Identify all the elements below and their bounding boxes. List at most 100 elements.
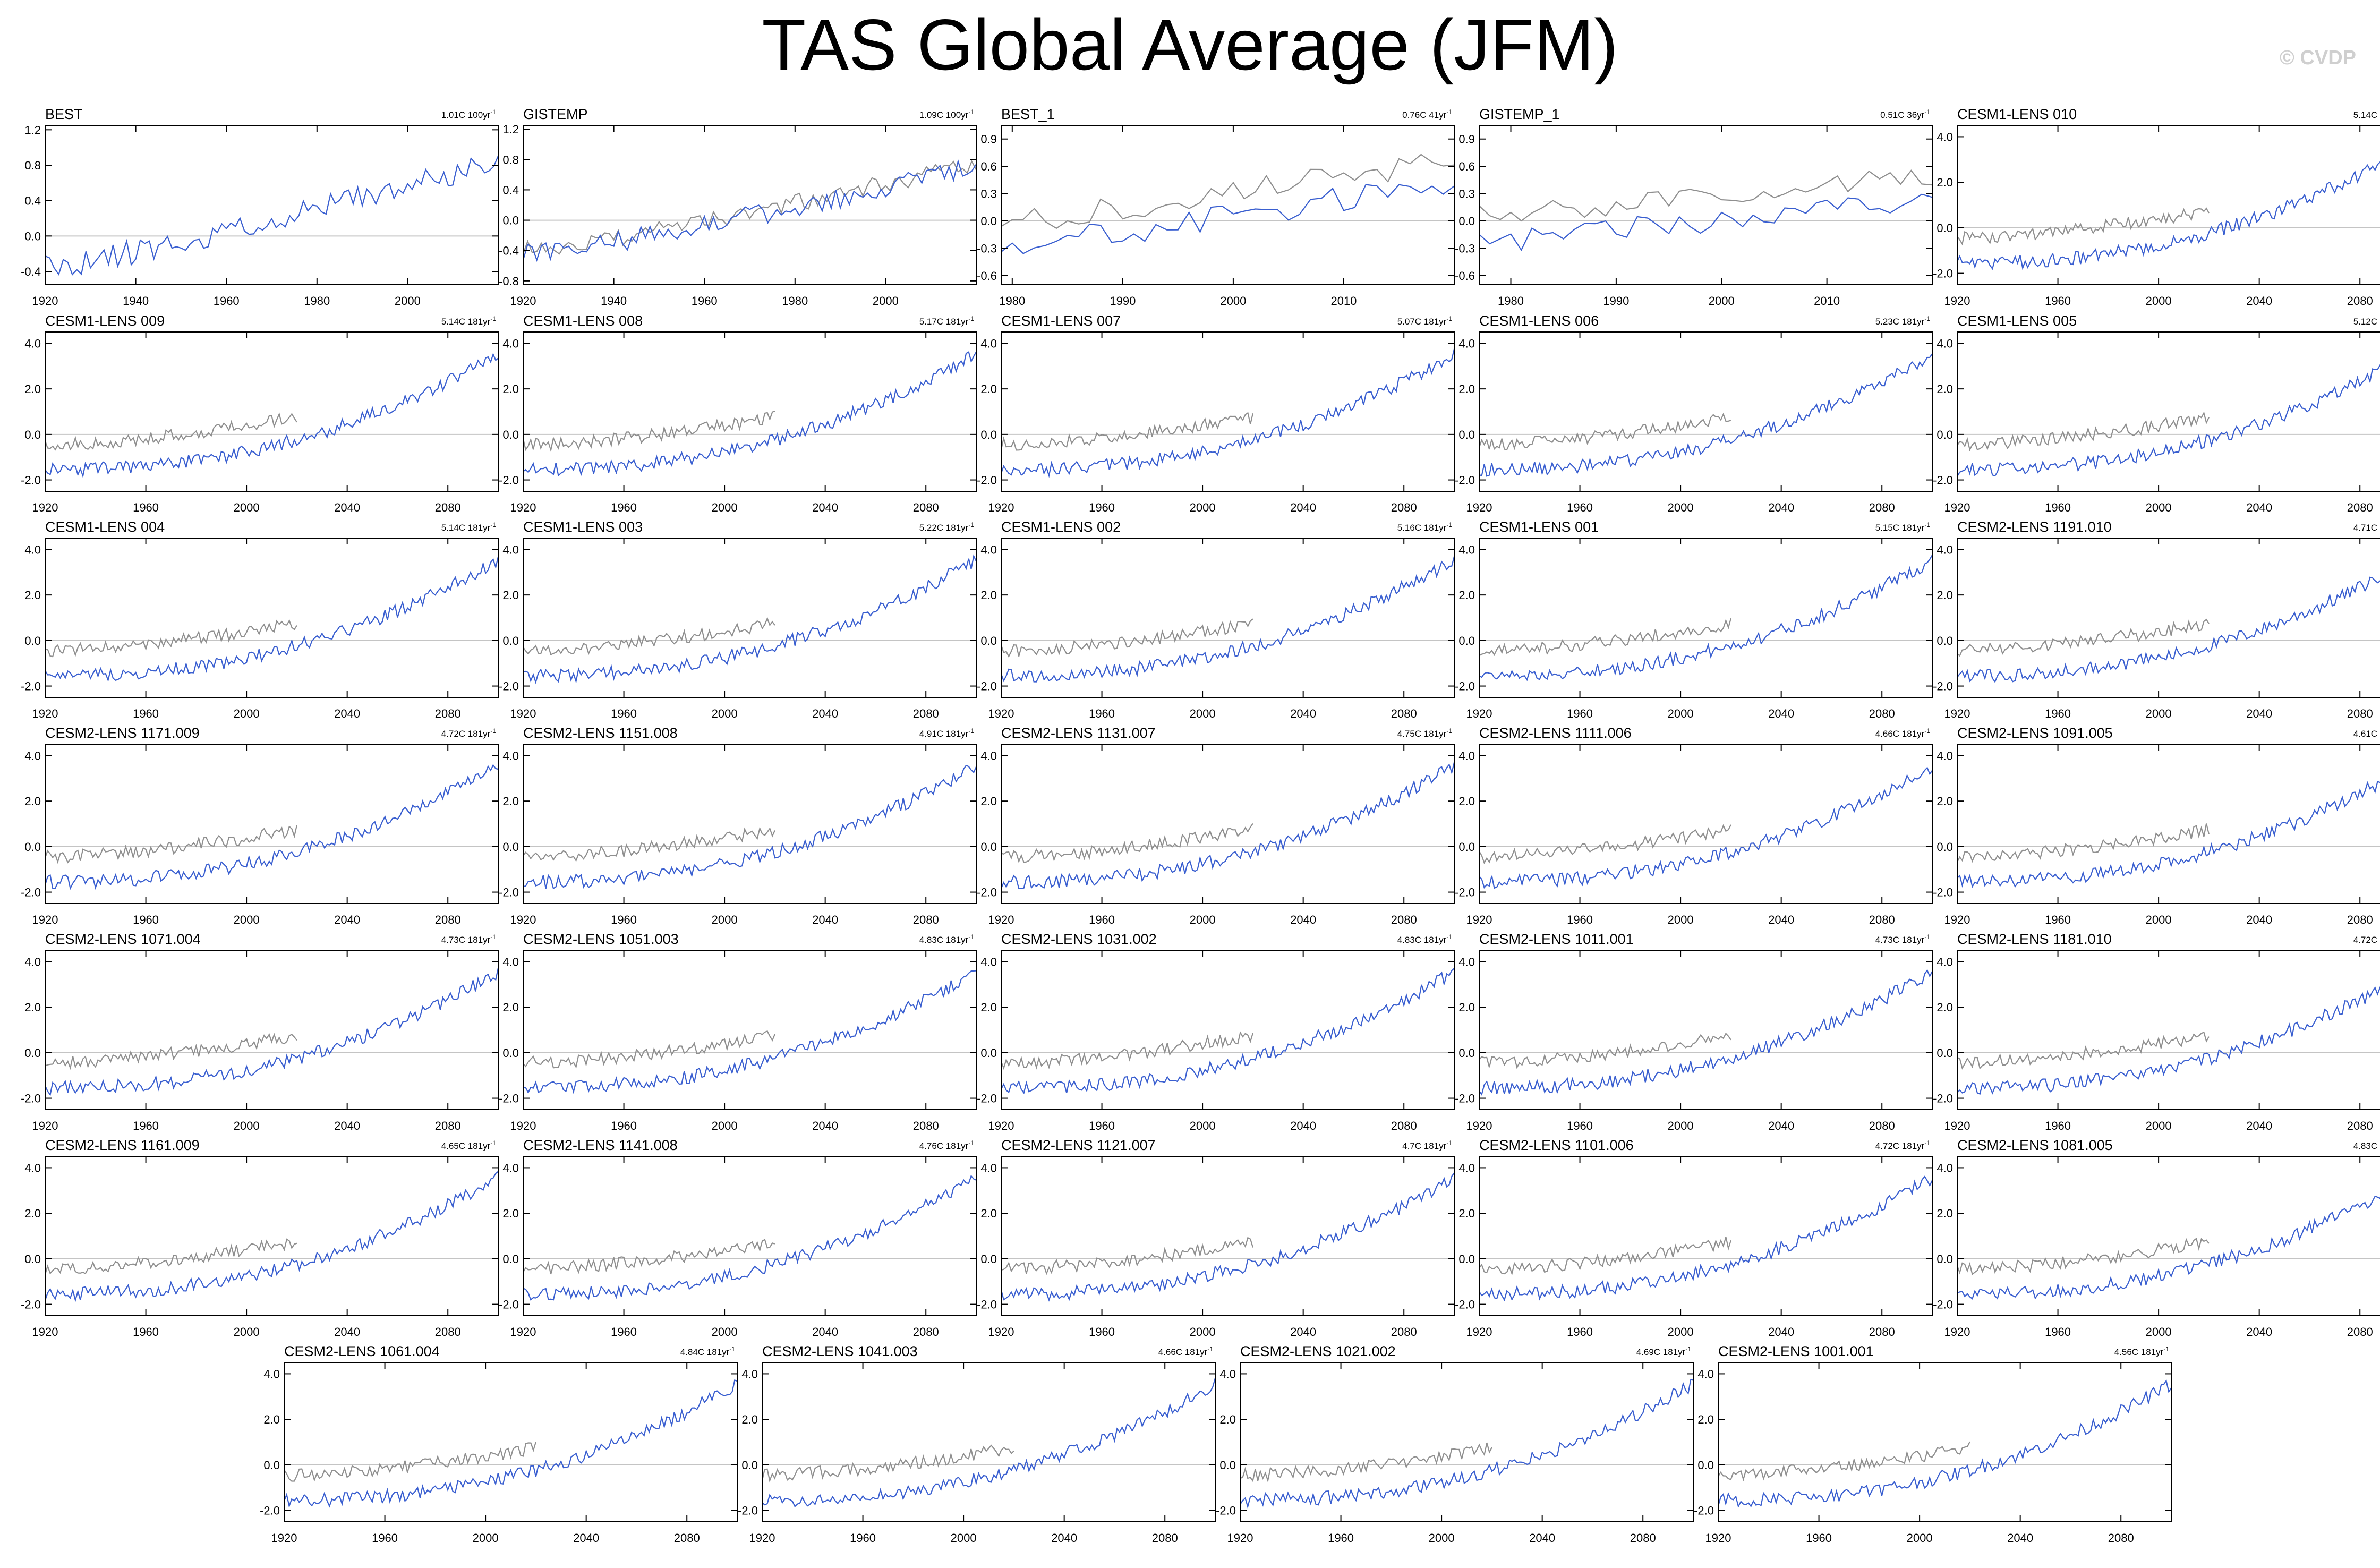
x-tick-label: 1920	[510, 1325, 536, 1339]
panel-trend: 4.71C 181yr-1	[2353, 521, 2380, 533]
model-series-line	[1479, 353, 1933, 477]
y-tick-label: 4.0	[980, 543, 997, 556]
y-tick-label: 4.0	[1937, 337, 1953, 350]
trend-exponent: -1	[1446, 933, 1452, 941]
y-tick-label: -0.4	[21, 265, 41, 278]
plot-frame	[523, 950, 977, 1110]
x-tick-label: 1960	[2045, 501, 2071, 514]
y-tick-label: -2.0	[977, 474, 997, 487]
y-tick-label: 4.0	[1458, 749, 1475, 762]
trend-exponent: -1	[1446, 1139, 1452, 1147]
y-tick-label: 0.0	[980, 1046, 997, 1060]
y-tick-label: -2.0	[1933, 1092, 1953, 1105]
model-series-line	[44, 764, 499, 890]
x-tick-label: 1960	[2045, 1325, 2071, 1339]
panel-title: CESM1-LENS 010	[1957, 106, 2077, 122]
x-tick-label: 2000	[1429, 1531, 1455, 1545]
panel-title: CESM1-LENS 006	[1479, 313, 1599, 329]
x-tick-label: 1920	[510, 913, 536, 926]
x-tick-label: 1920	[32, 501, 58, 514]
chart-panel: CESM2-LENS 1081.005 4.83C 181yr-1 -2.0 0.0 2…	[1933, 1137, 2380, 1339]
plot-frame	[45, 950, 499, 1110]
x-tick-label: 1960	[611, 501, 637, 514]
plot-frame	[45, 1156, 499, 1316]
x-tick-label: 2010	[1814, 294, 1840, 308]
panel-title: CESM2-LENS 1091.005	[1957, 725, 2113, 741]
x-tick-label: 2040	[812, 913, 838, 926]
y-tick-label: 0.0	[1458, 428, 1475, 441]
x-tick-label: 1960	[1567, 913, 1593, 926]
observed-series-line	[523, 1030, 775, 1069]
x-tick-label: 1960	[133, 1119, 159, 1132]
panel-trend: 0.76C 41yr-1	[1402, 108, 1452, 120]
y-tick-label: -2.0	[21, 680, 41, 693]
panel-trend: 4.72C 181yr-1	[1875, 1139, 1931, 1151]
x-tick-label: 2080	[1391, 707, 1417, 720]
observed-series-line	[284, 1442, 536, 1482]
y-tick-label: 2.0	[1697, 1413, 1714, 1426]
observed-series-line	[523, 826, 775, 862]
x-tick-label: 2080	[1869, 913, 1895, 926]
model-series-line	[523, 554, 977, 685]
x-tick-label: 2040	[334, 501, 360, 514]
chart-panel: CESM1-LENS 004 5.14C 181yr-1 -2.0 0.0 2.0 4.0…	[21, 519, 499, 720]
y-tick-label: 4.0	[1458, 543, 1475, 556]
x-tick-label: 1960	[1328, 1531, 1354, 1545]
y-tick-label: 0.0	[1937, 1252, 1953, 1266]
y-tick-label: 2.0	[24, 589, 41, 602]
x-tick-label: 2080	[435, 707, 461, 720]
model-series-line	[1957, 781, 2380, 889]
trend-exponent: -1	[1924, 108, 1930, 116]
y-tick-label: 2.0	[24, 382, 41, 396]
model-series-line	[283, 1379, 738, 1509]
y-tick-label: 2.0	[1937, 382, 1953, 396]
x-tick-label: 2000	[1668, 707, 1694, 720]
x-tick-label: 1960	[611, 1325, 637, 1339]
trend-exponent: -1	[968, 727, 974, 735]
y-tick-label: 0.0	[980, 1252, 997, 1266]
y-tick-label: 0.0	[502, 1252, 519, 1266]
x-tick-label: 1960	[2045, 1119, 2071, 1132]
chart-panel: CESM2-LENS 1041.003 4.66C 181yr-1 -2.0 0.0 2…	[738, 1343, 1216, 1545]
model-series-line	[522, 159, 977, 262]
y-tick-label: -2.0	[977, 886, 997, 899]
x-tick-label: 2040	[2246, 294, 2272, 308]
y-tick-label: 4.0	[980, 337, 997, 350]
y-tick-label: 2.0	[502, 795, 519, 808]
x-tick-label: 2080	[913, 1119, 939, 1132]
panel-title: CESM1-LENS 002	[1001, 519, 1121, 535]
observed-series-line	[1001, 823, 1253, 863]
y-tick-label: 0.0	[24, 840, 41, 854]
y-tick-label: 2.0	[502, 1207, 519, 1220]
panel-title: BEST_1	[1001, 106, 1055, 122]
trend-exponent: -1	[1207, 1345, 1213, 1353]
x-tick-label: 1960	[1089, 707, 1115, 720]
y-tick-label: 4.0	[24, 543, 41, 556]
observed-series-line	[1718, 1441, 1970, 1482]
x-tick-label: 2000	[1668, 913, 1694, 926]
panel-trend: 5.12C 181yr-1	[2353, 315, 2380, 327]
x-tick-label: 1960	[611, 1119, 637, 1132]
y-tick-label: -2.0	[1216, 1504, 1236, 1518]
plot-frame	[1479, 125, 1933, 285]
y-tick-label: 0.0	[24, 428, 41, 441]
chart-panel: CESM2-LENS 1001.001 4.56C 181yr-1 -2.0 0.0 2…	[1694, 1343, 2172, 1545]
x-tick-label: 2000	[234, 501, 260, 514]
x-tick-label: 2080	[1391, 1119, 1417, 1132]
observed-series-line	[761, 1444, 1014, 1483]
x-tick-label: 1920	[32, 913, 58, 926]
chart-panel: CESM2-LENS 1161.009 4.65C 181yr-1 -2.0 0.0 2…	[21, 1137, 499, 1339]
x-tick-label: 2000	[2146, 707, 2172, 720]
x-tick-label: 2000	[473, 1531, 499, 1545]
y-tick-label: 1.2	[502, 123, 519, 136]
y-tick-label: 0.9	[1458, 133, 1475, 146]
y-tick-label: 4.0	[24, 1161, 41, 1174]
panel-trend: 4.72C 181yr-1	[2353, 933, 2380, 945]
panel-title: CESM2-LENS 1051.003	[523, 931, 679, 947]
x-tick-label: 2040	[1290, 707, 1316, 720]
model-series-line	[1240, 1378, 1694, 1509]
y-tick-label: 2.0	[1937, 176, 1953, 189]
y-tick-label: -2.0	[977, 1092, 997, 1105]
panel-title: CESM1-LENS 009	[45, 313, 165, 329]
x-tick-label: 2040	[1768, 707, 1794, 720]
